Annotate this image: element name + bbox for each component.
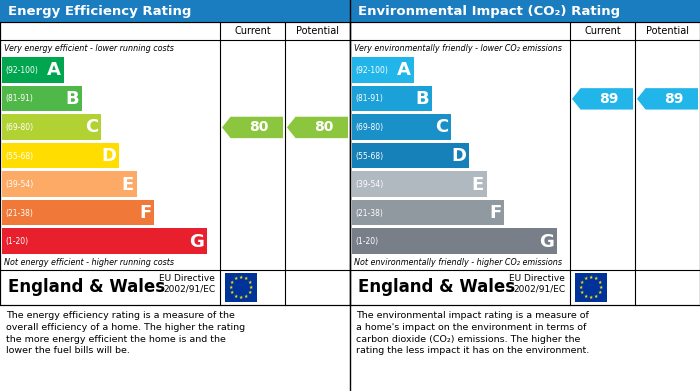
Bar	[0, 0, 350, 22]
Bar	[2, 171, 136, 197]
Polygon shape	[637, 88, 698, 109]
Text: (1-20): (1-20)	[5, 237, 28, 246]
Text: ★: ★	[598, 280, 602, 285]
Text: (39-54): (39-54)	[355, 180, 384, 189]
Bar	[352, 171, 486, 197]
Text: B: B	[415, 90, 428, 108]
Text: (69-80): (69-80)	[355, 123, 383, 132]
Bar	[352, 143, 469, 168]
Text: The environmental impact rating is a measure of
a home's impact on the environme: The environmental impact rating is a mea…	[356, 311, 589, 355]
Bar	[2, 200, 154, 226]
Text: (55-68): (55-68)	[5, 151, 33, 160]
Text: Potential: Potential	[296, 26, 339, 36]
Text: C: C	[85, 118, 99, 136]
Text: G: G	[539, 233, 554, 251]
Text: (69-80): (69-80)	[5, 123, 33, 132]
Text: 80: 80	[249, 120, 268, 135]
Text: ★: ★	[580, 290, 584, 295]
Text: E: E	[471, 176, 484, 194]
Text: ★: ★	[230, 290, 235, 295]
Text: F: F	[139, 204, 151, 222]
Text: E: E	[121, 176, 134, 194]
Text: ★: ★	[244, 276, 248, 281]
Polygon shape	[572, 88, 633, 109]
Text: ★: ★	[234, 276, 238, 281]
Text: (39-54): (39-54)	[5, 180, 34, 189]
Text: Environmental Impact (CO₂) Rating: Environmental Impact (CO₂) Rating	[358, 5, 620, 18]
Bar	[0, 22, 350, 305]
Text: EU Directive
2002/91/EC: EU Directive 2002/91/EC	[509, 274, 565, 293]
Text: Energy Efficiency Rating: Energy Efficiency Rating	[8, 5, 191, 18]
Text: The energy efficiency rating is a measure of the
overall efficiency of a home. T: The energy efficiency rating is a measur…	[6, 311, 245, 355]
Text: (92-100): (92-100)	[355, 66, 388, 75]
Text: ★: ★	[589, 275, 593, 280]
Text: ★: ★	[594, 294, 598, 299]
Text: 89: 89	[664, 92, 683, 106]
Text: D: D	[101, 147, 116, 165]
Text: ★: ★	[244, 294, 248, 299]
Text: ★: ★	[579, 285, 583, 290]
Text: England & Wales: England & Wales	[8, 278, 165, 296]
Bar	[575, 273, 607, 302]
Text: D: D	[451, 147, 466, 165]
Text: ★: ★	[598, 290, 602, 295]
Text: (81-91): (81-91)	[5, 94, 33, 103]
Text: Very environmentally friendly - lower CO₂ emissions: Very environmentally friendly - lower CO…	[354, 44, 562, 53]
Bar	[352, 200, 504, 226]
Text: ★: ★	[239, 295, 243, 300]
Text: A: A	[47, 61, 61, 79]
Text: ★: ★	[239, 275, 243, 280]
Text: ★: ★	[584, 276, 588, 281]
Text: ★: ★	[599, 285, 603, 290]
Text: Current: Current	[584, 26, 621, 36]
Polygon shape	[287, 117, 348, 138]
Bar	[352, 114, 452, 140]
Text: ★: ★	[230, 280, 235, 285]
Bar	[352, 228, 557, 254]
Text: Not energy efficient - higher running costs: Not energy efficient - higher running co…	[4, 258, 174, 267]
Text: ★: ★	[580, 280, 584, 285]
Text: C: C	[435, 118, 449, 136]
Text: A: A	[397, 61, 411, 79]
Text: ★: ★	[234, 294, 238, 299]
Polygon shape	[222, 117, 283, 138]
Text: ★: ★	[229, 285, 233, 290]
Text: (81-91): (81-91)	[355, 94, 383, 103]
Bar	[2, 114, 101, 140]
Text: ★: ★	[248, 280, 252, 285]
Text: ★: ★	[249, 285, 253, 290]
Bar	[2, 86, 82, 111]
Text: Not environmentally friendly - higher CO₂ emissions: Not environmentally friendly - higher CO…	[354, 258, 562, 267]
Text: F: F	[489, 204, 501, 222]
Bar	[2, 57, 64, 83]
Text: ★: ★	[594, 276, 598, 281]
Text: Current: Current	[234, 26, 271, 36]
Bar	[2, 228, 207, 254]
Text: Very energy efficient - lower running costs: Very energy efficient - lower running co…	[4, 44, 174, 53]
Bar	[225, 273, 257, 302]
Text: England & Wales: England & Wales	[358, 278, 515, 296]
Text: ★: ★	[589, 295, 593, 300]
Text: G: G	[189, 233, 204, 251]
Text: ★: ★	[248, 290, 252, 295]
Text: 80: 80	[314, 120, 333, 135]
Bar	[350, 22, 700, 305]
Text: 89: 89	[599, 92, 618, 106]
Text: ★: ★	[584, 294, 588, 299]
Text: (21-38): (21-38)	[5, 209, 33, 218]
Bar	[352, 57, 414, 83]
Text: EU Directive
2002/91/EC: EU Directive 2002/91/EC	[159, 274, 215, 293]
Text: (21-38): (21-38)	[355, 209, 383, 218]
Bar	[350, 0, 700, 22]
Text: (1-20): (1-20)	[355, 237, 378, 246]
Bar	[352, 86, 432, 111]
Text: B: B	[65, 90, 78, 108]
Bar	[2, 143, 119, 168]
Text: Potential: Potential	[646, 26, 689, 36]
Text: (92-100): (92-100)	[5, 66, 38, 75]
Text: (55-68): (55-68)	[355, 151, 383, 160]
